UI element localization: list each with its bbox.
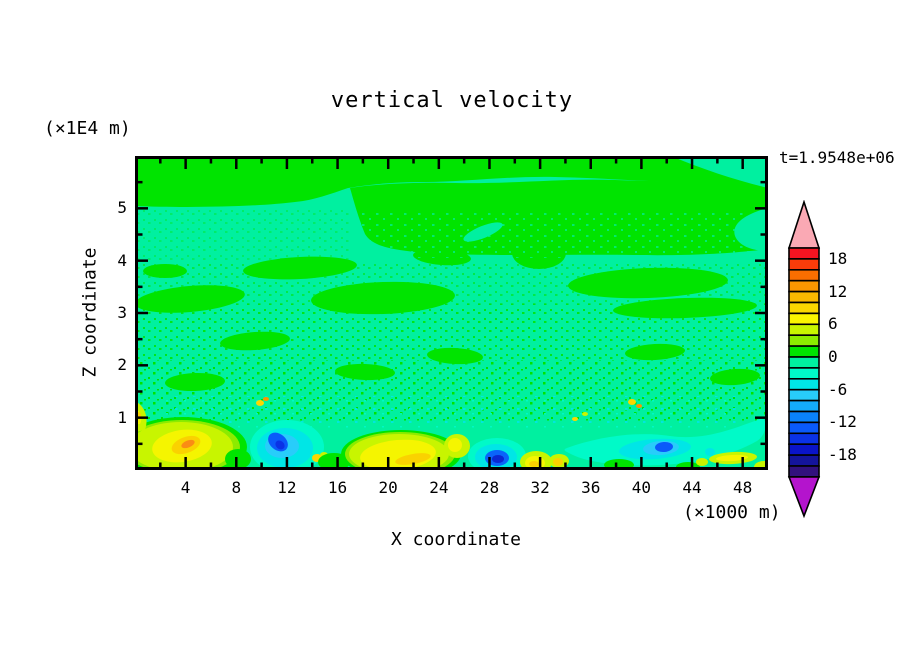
colorbar-tick-label: -6 (828, 379, 848, 399)
x-tick-label: 20 (378, 478, 398, 497)
plot-title: vertical velocity (330, 88, 574, 113)
colorbar-tick-label: 6 (828, 314, 838, 334)
z-axis-title: Z coordinate (79, 247, 101, 378)
colorbar-tick-label: 0 (828, 347, 838, 366)
z-axis-unit-label: (×1E4 m) (44, 118, 131, 139)
colorbar-tick-label: -18 (828, 445, 857, 465)
x-tick-label: 44 (682, 478, 702, 497)
z-tick-label: 4 (117, 250, 127, 270)
x-tick-label: 36 (581, 478, 601, 497)
x-tick-label: 24 (429, 478, 449, 497)
x-axis-unit-label: (×1000 m) (683, 502, 781, 523)
x-tick-label: 4 (180, 478, 191, 497)
time-annotation: t=1.9548e+06 (779, 148, 895, 167)
z-tick-label: 1 (117, 407, 127, 427)
x-tick-label: 48 (733, 478, 753, 497)
colorbar (787, 200, 821, 519)
contour-plot-area (135, 156, 768, 470)
x-tick-label: 12 (277, 478, 297, 497)
x-tick-label: 28 (479, 478, 500, 497)
contour-field (135, 156, 768, 470)
x-tick-label: 32 (530, 478, 550, 497)
x-tick-label: 40 (631, 478, 652, 497)
x-tick-label: 16 (327, 478, 348, 497)
colorbar-tick-label: 12 (828, 281, 848, 301)
colorbar-tick-label: -12 (828, 412, 857, 432)
colorbar-tick-label: 18 (828, 248, 848, 268)
z-tick-label: 5 (117, 198, 127, 218)
x-tick-label: 8 (231, 478, 242, 497)
plot-frame (135, 156, 768, 470)
z-tick-label: 2 (117, 355, 127, 375)
x-axis-title: X coordinate (390, 529, 522, 550)
z-tick-label: 3 (117, 303, 127, 322)
